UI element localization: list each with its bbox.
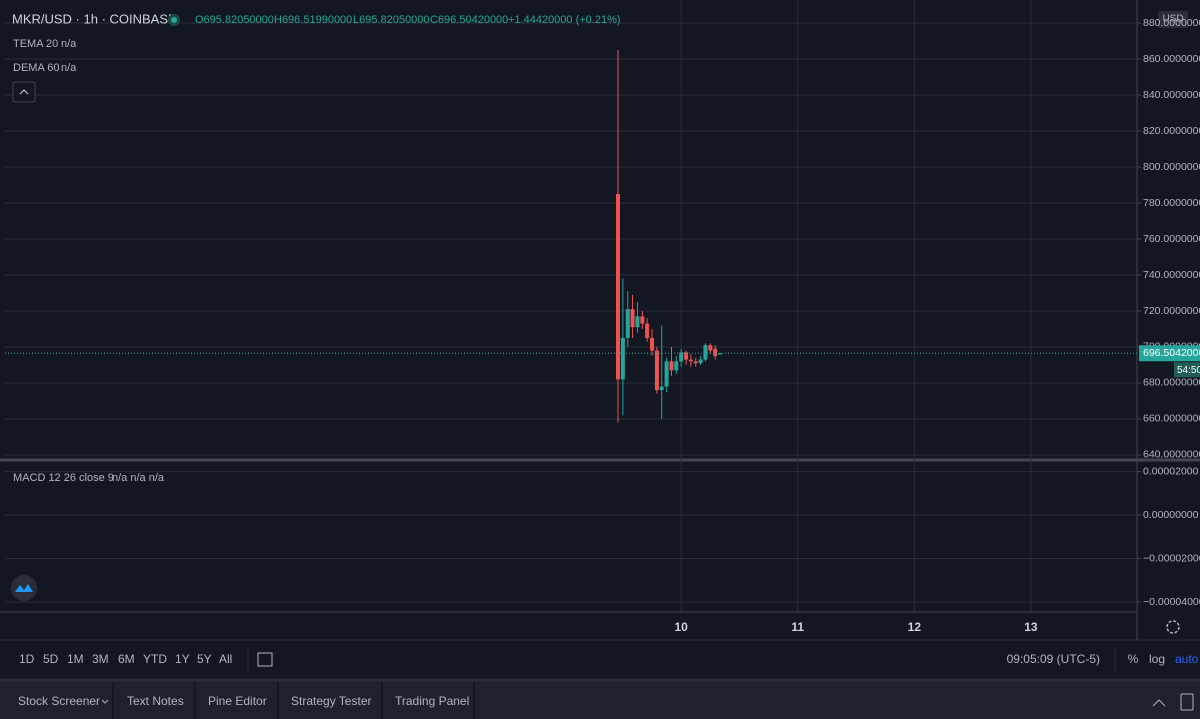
y-tick-label: 800.00000000 bbox=[1143, 161, 1200, 173]
settings-icon[interactable] bbox=[1166, 620, 1180, 634]
tab[interactable]: Text Notes bbox=[127, 694, 184, 708]
candle-body bbox=[625, 309, 630, 338]
last-price-box bbox=[1139, 345, 1200, 362]
candle-body bbox=[669, 361, 674, 371]
candle-body bbox=[684, 352, 689, 360]
tab[interactable]: Pine Editor bbox=[208, 694, 267, 708]
tab[interactable]: Trading Panel bbox=[395, 694, 469, 708]
y-tick-label: −0.00004000 bbox=[1143, 596, 1200, 608]
range-button[interactable]: 1D bbox=[19, 652, 35, 666]
y-tick-label: 880.00000000 bbox=[1143, 17, 1200, 29]
ohlc-change: +1.44420000 (+0.21%) bbox=[508, 14, 621, 26]
candle-body bbox=[674, 361, 679, 371]
grid bbox=[5, 0, 1137, 612]
collapse-button[interactable] bbox=[12, 81, 36, 103]
candle-body bbox=[708, 345, 713, 351]
candle-body bbox=[664, 361, 669, 387]
auto-button[interactable]: auto bbox=[1175, 652, 1199, 666]
range-button[interactable]: 5D bbox=[43, 652, 59, 666]
candle-body bbox=[659, 386, 664, 391]
candle-body bbox=[703, 345, 708, 360]
candle-body bbox=[645, 323, 650, 338]
y-tick-label: 640.00000000 bbox=[1143, 449, 1200, 461]
date-range-icon[interactable] bbox=[257, 652, 273, 667]
indicator-name: TEMA 20 bbox=[13, 38, 58, 50]
indicator-value: n/a bbox=[61, 38, 77, 50]
tab[interactable]: Stock Screener bbox=[18, 694, 100, 708]
macd-value: n/a n/a n/a bbox=[112, 472, 165, 484]
ohlc-open: O695.82050000 bbox=[195, 14, 274, 26]
status-dot-inner bbox=[171, 17, 177, 23]
expand-icon[interactable] bbox=[1152, 699, 1166, 707]
y-tick-label: 0.00000000 bbox=[1143, 509, 1199, 521]
candle-body bbox=[698, 359, 703, 364]
log-button[interactable]: log bbox=[1149, 652, 1165, 666]
x-tick-label: 11 bbox=[791, 620, 804, 634]
candle-body bbox=[688, 359, 693, 362]
range-button[interactable]: 1Y bbox=[175, 652, 190, 666]
ohlc-high: H696.51990000 bbox=[274, 14, 352, 26]
candle-body bbox=[630, 309, 635, 328]
candles bbox=[615, 50, 722, 423]
range-button[interactable]: 1M bbox=[67, 652, 84, 666]
y-tick-label: −0.00002000 bbox=[1143, 552, 1200, 564]
x-tick-label: 13 bbox=[1024, 620, 1038, 634]
currency-box bbox=[1158, 11, 1188, 28]
y-tick-label: 720.00000000 bbox=[1143, 305, 1200, 317]
y-tick-label: 780.00000000 bbox=[1143, 197, 1200, 209]
y-tick-label: 820.00000000 bbox=[1143, 125, 1200, 137]
x-tick-label: 10 bbox=[674, 620, 688, 634]
collapse-icon bbox=[19, 89, 29, 95]
y-tick-label: 660.00000000 bbox=[1143, 413, 1200, 425]
symbol: MKR/USD · 1h · COINBASE bbox=[12, 11, 177, 26]
candle-body bbox=[640, 316, 645, 324]
candle-body bbox=[635, 316, 640, 328]
range-button[interactable]: 3M bbox=[92, 652, 109, 666]
candle-body bbox=[693, 361, 698, 364]
range-button[interactable]: 6M bbox=[118, 652, 135, 666]
y-tick-label: 860.00000000 bbox=[1143, 53, 1200, 65]
currency: USD bbox=[1162, 14, 1183, 25]
indicator-value: n/a bbox=[61, 62, 77, 74]
tabs: Stock Screener Text Notes Pine Editor Strat… bbox=[18, 682, 475, 719]
candle-body bbox=[654, 350, 659, 391]
range-buttons: 1D 5D 1M 3M 6M YTD 1Y 5Y All bbox=[19, 652, 232, 666]
candle-body bbox=[713, 348, 718, 356]
ohlc-close: C696.50420000 bbox=[430, 14, 508, 26]
maximize-icon[interactable] bbox=[1180, 693, 1194, 711]
candle-body bbox=[679, 352, 684, 362]
candle-body bbox=[717, 353, 722, 355]
range-button[interactable]: All bbox=[219, 652, 232, 666]
countdown-box bbox=[1174, 362, 1200, 378]
x-tick-label: 12 bbox=[908, 620, 922, 634]
logo[interactable] bbox=[11, 575, 37, 601]
y-tick-label: 760.00000000 bbox=[1143, 233, 1200, 245]
candle-body bbox=[620, 337, 625, 380]
percent-button[interactable]: % bbox=[1128, 652, 1139, 666]
range-button[interactable]: 5Y bbox=[197, 652, 212, 666]
macd-name: MACD 12 26 close 9 bbox=[13, 472, 114, 484]
y-tick-label: 0.00002000 bbox=[1143, 465, 1199, 477]
candle-body bbox=[615, 193, 620, 380]
clock: 09:05:09 (UTC-5) bbox=[1007, 652, 1100, 666]
bottom-panel bbox=[0, 680, 1200, 719]
logo-icon bbox=[15, 584, 33, 592]
tab[interactable]: Strategy Tester bbox=[291, 694, 371, 708]
y-tick-label: 740.00000000 bbox=[1143, 269, 1200, 281]
range-button[interactable]: YTD bbox=[143, 652, 167, 666]
candle-body bbox=[650, 337, 655, 351]
y-tick-label: 680.00000000 bbox=[1143, 377, 1200, 389]
countdown: 54:50 bbox=[1177, 365, 1200, 376]
indicator-name: DEMA 60 bbox=[13, 62, 59, 74]
ohlc-low: L695.82050000 bbox=[353, 14, 429, 26]
tab-chevron bbox=[101, 699, 109, 704]
last-price-label: 696.50420000 bbox=[1143, 347, 1200, 359]
y-tick-label: 840.00000000 bbox=[1143, 89, 1200, 101]
